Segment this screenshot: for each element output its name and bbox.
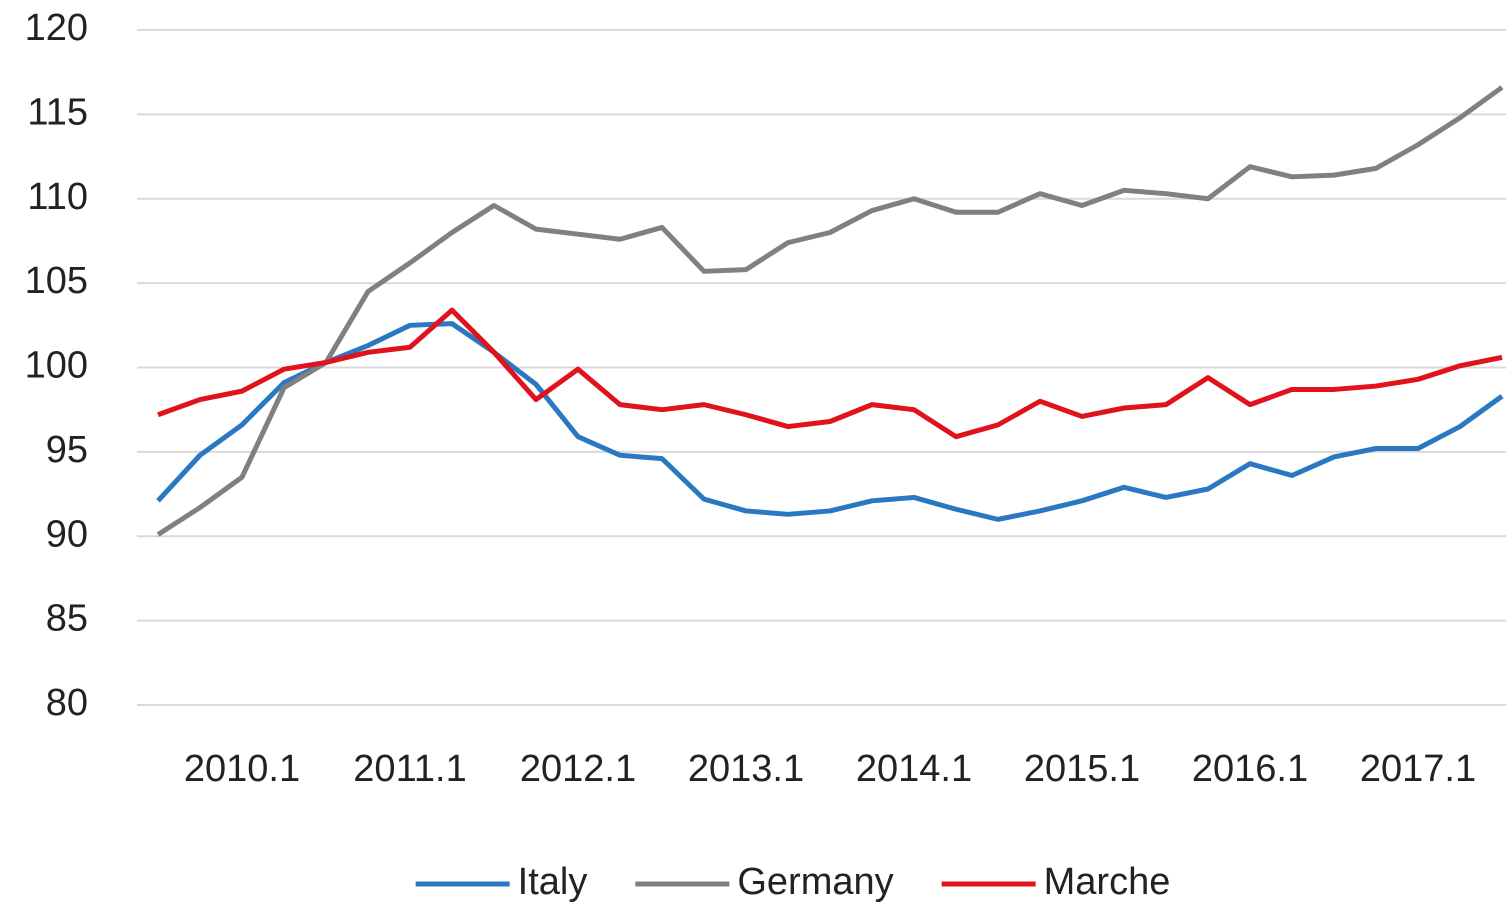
x-tick-label: 2011.1 — [353, 748, 466, 790]
y-tick-label: 85 — [46, 598, 88, 640]
legend-label: Italy — [518, 861, 588, 903]
x-tick-label: 2016.1 — [1192, 748, 1308, 790]
x-tick-label: 2010.1 — [184, 748, 300, 790]
x-tick-label: 2015.1 — [1024, 748, 1140, 790]
x-tick-label: 2017.1 — [1360, 748, 1476, 790]
y-tick-label: 105 — [25, 260, 88, 302]
y-tick-label: 110 — [27, 176, 88, 218]
y-tick-label: 100 — [25, 345, 88, 387]
y-tick-label: 95 — [46, 429, 88, 471]
line-series — [157, 307, 1503, 440]
legend-label: Germany — [737, 861, 893, 903]
legend-label: Marche — [1044, 861, 1171, 903]
line-series — [156, 85, 1504, 537]
x-tick-label: 2013.1 — [688, 748, 804, 790]
x-tick-label: 2012.1 — [520, 748, 636, 790]
y-tick-label: 120 — [25, 7, 88, 49]
y-tick-label: 115 — [27, 91, 88, 133]
line-series — [156, 321, 1504, 522]
y-tick-label: 80 — [46, 682, 88, 724]
y-tick-label: 90 — [46, 513, 88, 555]
x-tick-label: 2014.1 — [856, 748, 972, 790]
